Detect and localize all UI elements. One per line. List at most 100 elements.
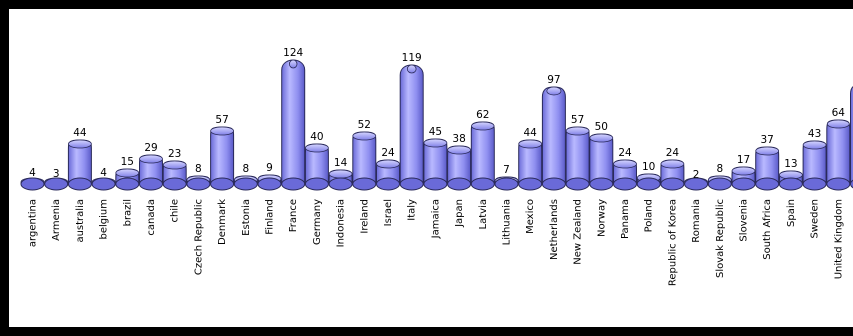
value-label: 97	[547, 74, 560, 86]
value-label: 24	[618, 147, 632, 159]
category-label: Latvia	[478, 199, 489, 229]
bar	[802, 140, 827, 191]
bar	[67, 139, 92, 191]
category-label: United Kingdom	[833, 199, 844, 279]
bar	[778, 170, 803, 191]
value-label: 119	[402, 52, 422, 64]
category-label: Panama	[620, 199, 631, 239]
bar	[589, 133, 614, 191]
bar	[20, 177, 45, 191]
bar	[470, 121, 495, 191]
category-label: Indonesia	[336, 199, 347, 247]
bar	[755, 146, 780, 191]
category-label: brazil	[122, 199, 133, 226]
bar	[115, 168, 140, 191]
value-label: 124	[283, 47, 303, 59]
category-label: South Africa	[762, 199, 773, 260]
bars-layer	[20, 59, 853, 191]
bar	[707, 175, 732, 191]
category-label: Lithuania	[502, 199, 513, 245]
bar	[162, 160, 187, 191]
value-label: 13	[784, 158, 797, 170]
bar	[328, 169, 353, 191]
bar	[91, 177, 116, 191]
category-label: Jamaica	[430, 199, 441, 239]
category-label: Netherlands	[549, 199, 560, 260]
value-label: 9	[266, 162, 273, 174]
category-label: chile	[170, 199, 181, 223]
category-label: Romania	[691, 199, 702, 243]
category-label: Armenia	[51, 199, 62, 241]
value-label: 52	[358, 119, 371, 131]
category-label: Italy	[407, 199, 418, 221]
value-label: 24	[666, 147, 680, 159]
bar	[447, 145, 472, 191]
value-label: 4	[29, 167, 36, 179]
bar	[518, 139, 543, 191]
value-label: 10	[642, 161, 655, 173]
value-label: 3	[53, 168, 60, 180]
category-label: France	[288, 199, 299, 232]
category-label: Germany	[312, 199, 323, 245]
category-label: Estonia	[241, 199, 252, 236]
value-label: 62	[476, 109, 489, 121]
category-label: Norway	[596, 199, 607, 237]
bar	[494, 176, 519, 191]
category-label: Poland	[644, 199, 655, 232]
category-label: Mexico	[525, 199, 536, 234]
value-label: 50	[595, 121, 608, 133]
bar	[565, 126, 590, 191]
value-label: 57	[571, 114, 584, 126]
category-label: canada	[146, 199, 157, 236]
category-label: australia	[75, 199, 86, 243]
category-label: Slovak Republic	[715, 199, 726, 278]
bar	[304, 143, 329, 191]
value-label: 37	[761, 134, 774, 146]
bar	[281, 59, 306, 191]
category-label: Sweden	[810, 199, 821, 239]
category-label: Finland	[265, 199, 276, 235]
value-label: 100	[852, 71, 853, 83]
category-label: Israel	[383, 199, 394, 226]
value-label: 8	[195, 163, 202, 175]
bar	[186, 175, 211, 191]
value-label: 14	[334, 157, 348, 169]
bar	[257, 174, 282, 191]
bar	[210, 126, 235, 191]
value-label: 38	[452, 133, 465, 145]
bar	[541, 86, 566, 191]
value-label: 45	[429, 126, 442, 138]
value-label: 64	[832, 107, 846, 119]
bar	[233, 175, 258, 191]
bar	[352, 131, 377, 191]
value-label: 43	[808, 128, 821, 140]
value-label: 44	[73, 127, 87, 139]
value-label: 44	[524, 127, 538, 139]
bar	[399, 64, 424, 191]
bar	[423, 138, 448, 191]
bar	[636, 173, 661, 191]
value-label: 23	[168, 148, 181, 160]
category-label: belgium	[99, 199, 110, 239]
category-label: New Zealand	[573, 199, 584, 265]
value-label: 4	[100, 167, 107, 179]
value-label: 24	[381, 147, 395, 159]
category-label: Republic of Korea	[667, 199, 678, 286]
category-label: Japan	[454, 199, 465, 228]
category-label: argentina	[28, 199, 39, 247]
value-label: 57	[215, 114, 228, 126]
value-label: 15	[121, 156, 134, 168]
value-label: 17	[737, 154, 750, 166]
bar	[613, 159, 637, 191]
category-label: Czech Republic	[193, 199, 204, 275]
value-label: 7	[503, 164, 510, 176]
bar	[826, 119, 851, 191]
bar	[376, 159, 400, 191]
bar	[850, 86, 853, 189]
value-label: 2	[693, 169, 700, 181]
bar	[660, 159, 685, 191]
value-label: 29	[144, 142, 157, 154]
